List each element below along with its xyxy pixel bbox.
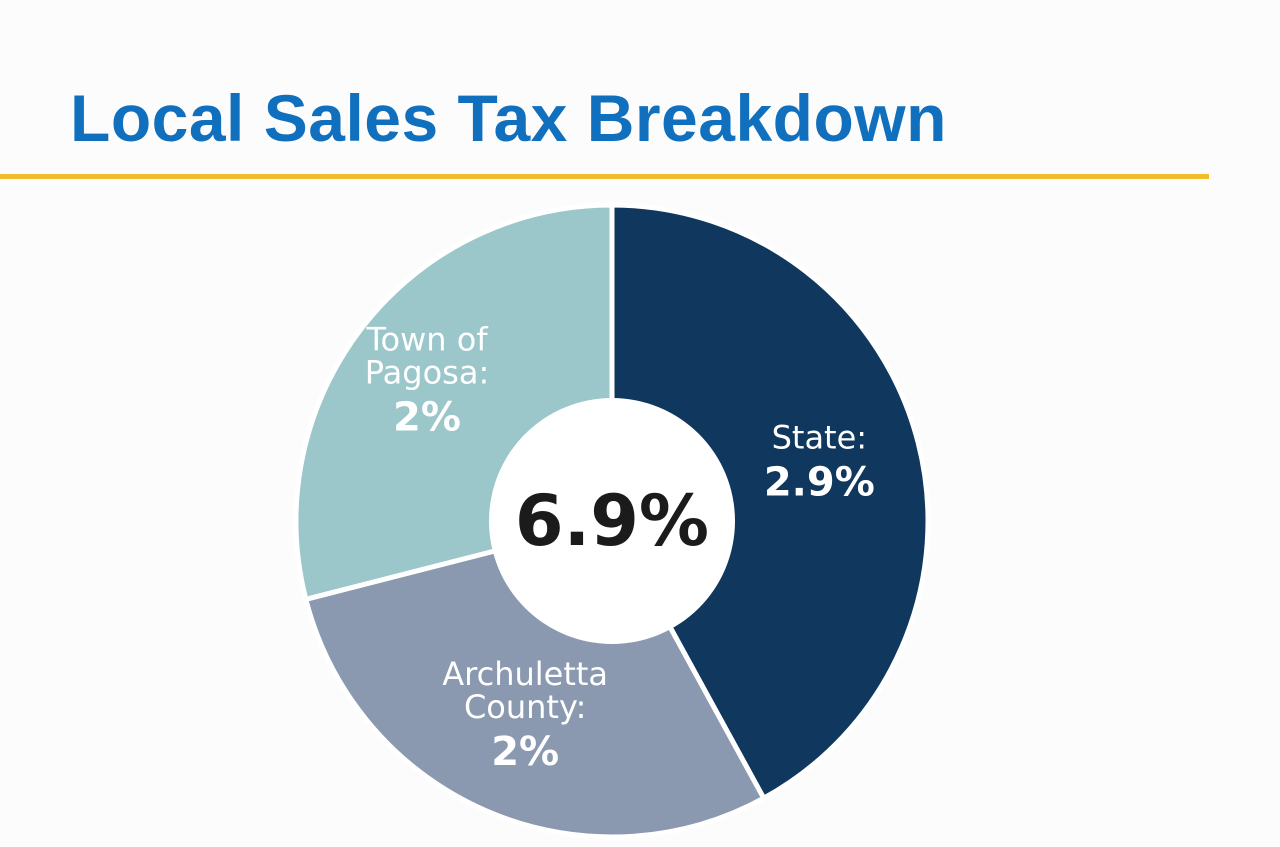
donut-center-hole	[489, 398, 735, 644]
slice-value-label-1: 2.9%	[764, 459, 875, 505]
slice-label-2: County:	[464, 688, 586, 726]
slice-label-group-1: State:2.9%	[764, 418, 875, 505]
slice-label-2: Archuletta	[442, 655, 608, 693]
slice-label-3: Town of	[365, 321, 488, 359]
slice-label-3: Pagosa:	[365, 354, 489, 392]
slice-value-label-3: 2%	[393, 395, 461, 441]
title-underline	[0, 174, 1209, 179]
center-total-label: 6.9%	[515, 480, 709, 562]
slide-title: Local Sales Tax Breakdown	[70, 81, 947, 155]
pie-slice-1	[609, 202, 931, 801]
slice-value-label-2: 2%	[491, 729, 559, 775]
slice-label-1: State:	[772, 418, 867, 456]
